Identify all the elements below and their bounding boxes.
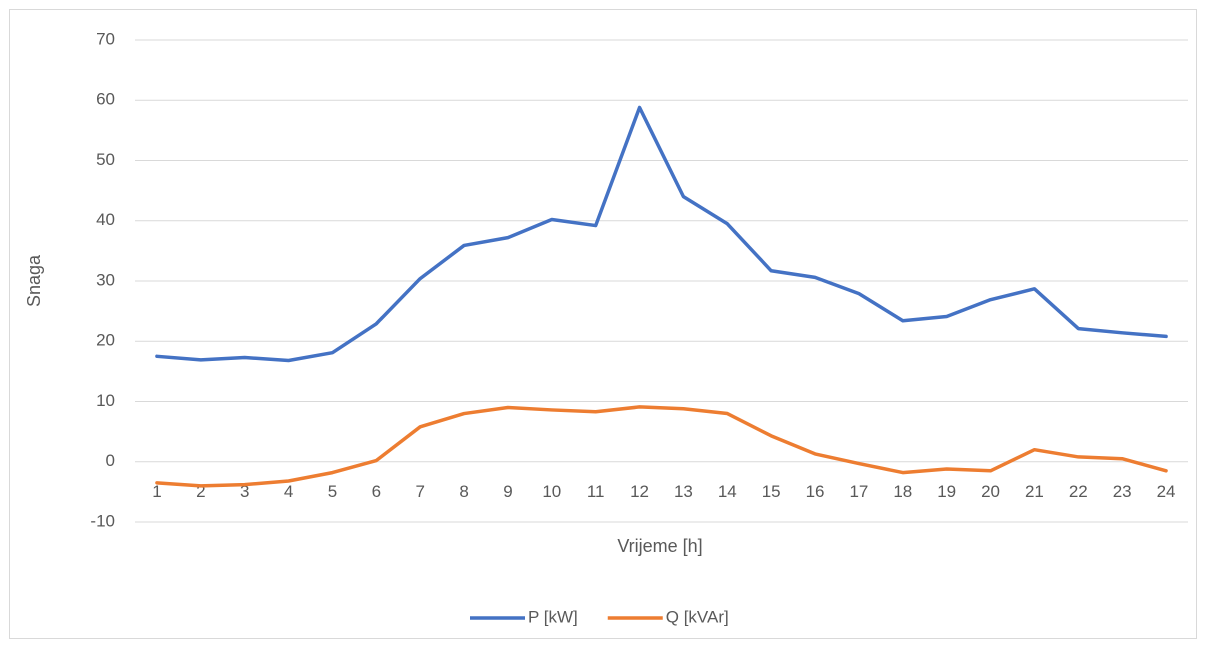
x-tick-label: 22 (1069, 482, 1088, 501)
y-tick-label: 0 (106, 451, 115, 470)
x-tick-label: 1 (152, 482, 161, 501)
x-tick-label: 18 (893, 482, 912, 501)
y-axis-title: Snaga (24, 254, 44, 307)
y-tick-label: 20 (96, 331, 115, 350)
y-tick-label: 50 (96, 150, 115, 169)
y-tick-label: 70 (96, 29, 115, 48)
x-tick-label: 12 (630, 482, 649, 501)
x-tick-label: 10 (542, 482, 561, 501)
x-tick-label: 15 (762, 482, 781, 501)
x-tick-label: 6 (372, 482, 381, 501)
x-tick-label: 19 (937, 482, 956, 501)
series-line (155, 405, 1168, 488)
x-tick-label: 11 (587, 482, 605, 501)
x-tick-label: 3 (240, 482, 249, 501)
x-tick-label: 9 (503, 482, 512, 501)
y-tick-label: 60 (96, 90, 115, 109)
x-tick-label: 17 (849, 482, 868, 501)
y-tick-label: 40 (96, 210, 115, 229)
y-tick-label: 10 (96, 391, 115, 410)
x-axis-title: Vrijeme [h] (617, 536, 702, 556)
x-tick-label: 2 (196, 482, 205, 501)
x-tick-label: 8 (459, 482, 468, 501)
x-tick-label: 21 (1025, 482, 1044, 501)
x-tick-label: 24 (1157, 482, 1176, 501)
x-tick-label: 5 (328, 482, 337, 501)
series-line (155, 105, 1168, 363)
x-tick-label: 13 (674, 482, 693, 501)
x-tick-label: 14 (718, 482, 737, 501)
x-tick-label: 23 (1113, 482, 1132, 501)
legend-label: Q [kVAr] (666, 607, 729, 626)
x-tick-label: 20 (981, 482, 1000, 501)
chart-frame (9, 9, 1197, 639)
y-tick-label: 30 (96, 270, 115, 289)
x-tick-label: 7 (415, 482, 424, 501)
legend-label: P [kW] (528, 607, 578, 626)
x-tick-label: 4 (284, 482, 293, 501)
x-tick-label: 16 (806, 482, 825, 501)
y-tick-label: -10 (90, 511, 115, 530)
